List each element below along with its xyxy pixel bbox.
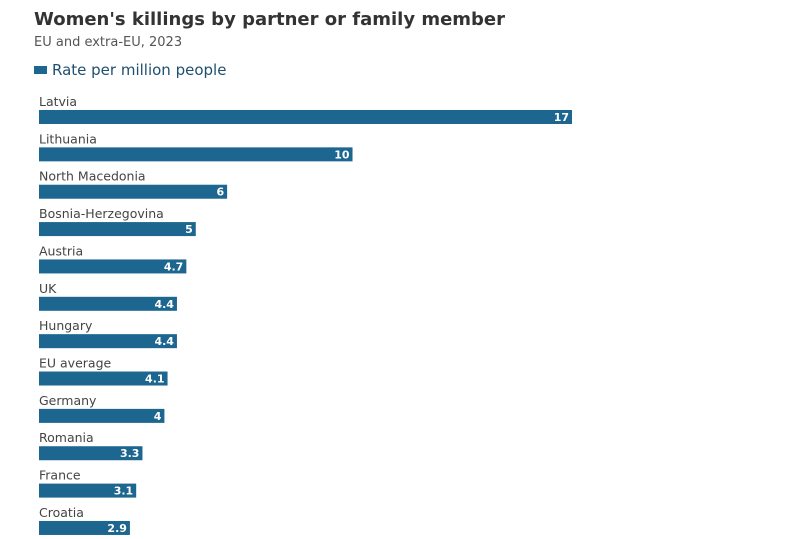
category-label: Bosnia-Herzegovina bbox=[39, 206, 164, 221]
category-label: Latvia bbox=[39, 94, 77, 109]
value-label: 10 bbox=[334, 148, 350, 161]
category-label: Germany bbox=[39, 393, 97, 408]
chart-subtitle: EU and extra-EU, 2023 bbox=[34, 35, 183, 50]
category-label: North Macedonia bbox=[39, 169, 146, 184]
bar bbox=[39, 184, 228, 199]
bar bbox=[39, 408, 165, 423]
bar bbox=[39, 371, 168, 386]
value-label: 4 bbox=[154, 410, 162, 423]
category-label: Austria bbox=[39, 243, 83, 258]
category-label: Lithuania bbox=[39, 131, 97, 146]
value-label: 3.1 bbox=[114, 485, 134, 498]
bar bbox=[39, 334, 177, 349]
category-label: EU average bbox=[39, 356, 112, 371]
value-label: 5 bbox=[185, 223, 193, 236]
value-label: 6 bbox=[216, 186, 224, 199]
bar bbox=[39, 520, 130, 535]
bar bbox=[39, 259, 187, 274]
category-label: Hungary bbox=[39, 318, 93, 333]
value-label: 2.9 bbox=[107, 522, 127, 535]
value-label: 4.4 bbox=[154, 335, 174, 348]
legend-swatch bbox=[34, 66, 47, 74]
category-label: UK bbox=[39, 281, 57, 296]
value-label: 3.3 bbox=[120, 447, 140, 460]
value-label: 17 bbox=[554, 111, 569, 124]
bar bbox=[39, 446, 143, 461]
category-label: Croatia bbox=[39, 505, 84, 520]
category-label: France bbox=[39, 468, 81, 483]
value-label: 4.4 bbox=[154, 298, 174, 311]
bar bbox=[39, 222, 196, 237]
value-label: 4.1 bbox=[145, 373, 165, 386]
category-label: Romania bbox=[39, 430, 94, 445]
chart-title: Women's killings by partner or family me… bbox=[34, 9, 506, 30]
bar bbox=[39, 110, 572, 124]
bar bbox=[39, 147, 353, 162]
legend-label: Rate per million people bbox=[52, 61, 227, 79]
bar bbox=[39, 483, 137, 498]
legend: Rate per million people bbox=[34, 61, 226, 79]
bar bbox=[39, 296, 177, 311]
value-label: 4.7 bbox=[164, 260, 184, 273]
